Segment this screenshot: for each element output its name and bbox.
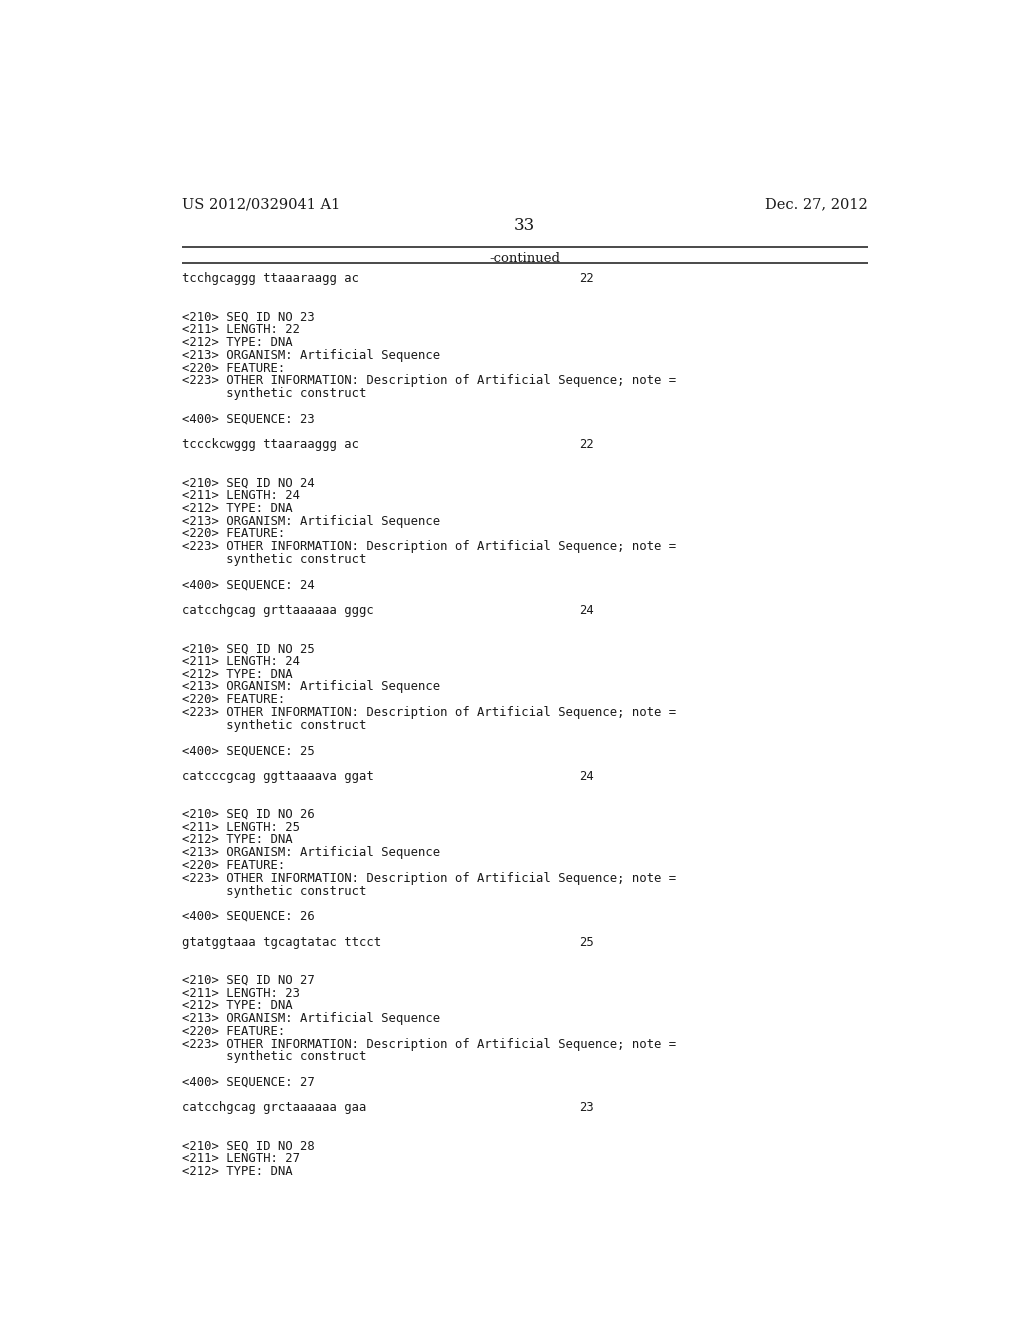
- Text: <212> TYPE: DNA: <212> TYPE: DNA: [182, 1166, 293, 1179]
- Text: 22: 22: [579, 438, 594, 451]
- Text: <211> LENGTH: 27: <211> LENGTH: 27: [182, 1152, 300, 1166]
- Text: <213> ORGANISM: Artificial Sequence: <213> ORGANISM: Artificial Sequence: [182, 1012, 440, 1026]
- Text: <212> TYPE: DNA: <212> TYPE: DNA: [182, 833, 293, 846]
- Text: <220> FEATURE:: <220> FEATURE:: [182, 362, 286, 375]
- Text: catcchgcag grctaaaaaa gaa: catcchgcag grctaaaaaa gaa: [182, 1101, 367, 1114]
- Text: <212> TYPE: DNA: <212> TYPE: DNA: [182, 999, 293, 1012]
- Text: <400> SEQUENCE: 24: <400> SEQUENCE: 24: [182, 578, 314, 591]
- Text: 33: 33: [514, 218, 536, 235]
- Text: <213> ORGANISM: Artificial Sequence: <213> ORGANISM: Artificial Sequence: [182, 680, 440, 693]
- Text: <220> FEATURE:: <220> FEATURE:: [182, 693, 286, 706]
- Text: <210> SEQ ID NO 24: <210> SEQ ID NO 24: [182, 477, 314, 490]
- Text: synthetic construct: synthetic construct: [182, 884, 367, 898]
- Text: synthetic construct: synthetic construct: [182, 387, 367, 400]
- Text: <212> TYPE: DNA: <212> TYPE: DNA: [182, 337, 293, 348]
- Text: <212> TYPE: DNA: <212> TYPE: DNA: [182, 668, 293, 681]
- Text: <210> SEQ ID NO 26: <210> SEQ ID NO 26: [182, 808, 314, 821]
- Text: <211> LENGTH: 25: <211> LENGTH: 25: [182, 821, 300, 834]
- Text: tccckcwggg ttaaraaggg ac: tccckcwggg ttaaraaggg ac: [182, 438, 359, 451]
- Text: <213> ORGANISM: Artificial Sequence: <213> ORGANISM: Artificial Sequence: [182, 348, 440, 362]
- Text: <223> OTHER INFORMATION: Description of Artificial Sequence; note =: <223> OTHER INFORMATION: Description of …: [182, 375, 676, 387]
- Text: -continued: -continued: [489, 252, 560, 265]
- Text: <210> SEQ ID NO 28: <210> SEQ ID NO 28: [182, 1139, 314, 1152]
- Text: <400> SEQUENCE: 25: <400> SEQUENCE: 25: [182, 744, 314, 758]
- Text: gtatggtaaa tgcagtatac ttcct: gtatggtaaa tgcagtatac ttcct: [182, 936, 381, 949]
- Text: <211> LENGTH: 24: <211> LENGTH: 24: [182, 655, 300, 668]
- Text: <220> FEATURE:: <220> FEATURE:: [182, 1024, 286, 1038]
- Text: <223> OTHER INFORMATION: Description of Artificial Sequence; note =: <223> OTHER INFORMATION: Description of …: [182, 871, 676, 884]
- Text: synthetic construct: synthetic construct: [182, 1051, 367, 1064]
- Text: <211> LENGTH: 24: <211> LENGTH: 24: [182, 490, 300, 502]
- Text: <210> SEQ ID NO 25: <210> SEQ ID NO 25: [182, 642, 314, 655]
- Text: 24: 24: [579, 603, 594, 616]
- Text: <211> LENGTH: 23: <211> LENGTH: 23: [182, 986, 300, 999]
- Text: 22: 22: [579, 272, 594, 285]
- Text: <210> SEQ ID NO 23: <210> SEQ ID NO 23: [182, 310, 314, 323]
- Text: tcchgcaggg ttaaaraagg ac: tcchgcaggg ttaaaraagg ac: [182, 272, 359, 285]
- Text: 23: 23: [579, 1101, 594, 1114]
- Text: <220> FEATURE:: <220> FEATURE:: [182, 528, 286, 540]
- Text: <213> ORGANISM: Artificial Sequence: <213> ORGANISM: Artificial Sequence: [182, 846, 440, 859]
- Text: 25: 25: [579, 936, 594, 949]
- Text: catcccgcag ggttaaaava ggat: catcccgcag ggttaaaava ggat: [182, 770, 374, 783]
- Text: <211> LENGTH: 22: <211> LENGTH: 22: [182, 323, 300, 337]
- Text: <213> ORGANISM: Artificial Sequence: <213> ORGANISM: Artificial Sequence: [182, 515, 440, 528]
- Text: <223> OTHER INFORMATION: Description of Artificial Sequence; note =: <223> OTHER INFORMATION: Description of …: [182, 540, 676, 553]
- Text: <400> SEQUENCE: 23: <400> SEQUENCE: 23: [182, 413, 314, 425]
- Text: <212> TYPE: DNA: <212> TYPE: DNA: [182, 502, 293, 515]
- Text: <223> OTHER INFORMATION: Description of Artificial Sequence; note =: <223> OTHER INFORMATION: Description of …: [182, 706, 676, 719]
- Text: <400> SEQUENCE: 26: <400> SEQUENCE: 26: [182, 909, 314, 923]
- Text: synthetic construct: synthetic construct: [182, 553, 367, 566]
- Text: <210> SEQ ID NO 27: <210> SEQ ID NO 27: [182, 974, 314, 987]
- Text: catcchgcag grttaaaaaa gggc: catcchgcag grttaaaaaa gggc: [182, 603, 374, 616]
- Text: 24: 24: [579, 770, 594, 783]
- Text: US 2012/0329041 A1: US 2012/0329041 A1: [182, 197, 340, 211]
- Text: <220> FEATURE:: <220> FEATURE:: [182, 859, 286, 873]
- Text: Dec. 27, 2012: Dec. 27, 2012: [765, 197, 867, 211]
- Text: synthetic construct: synthetic construct: [182, 718, 367, 731]
- Text: <400> SEQUENCE: 27: <400> SEQUENCE: 27: [182, 1076, 314, 1089]
- Text: <223> OTHER INFORMATION: Description of Artificial Sequence; note =: <223> OTHER INFORMATION: Description of …: [182, 1038, 676, 1051]
